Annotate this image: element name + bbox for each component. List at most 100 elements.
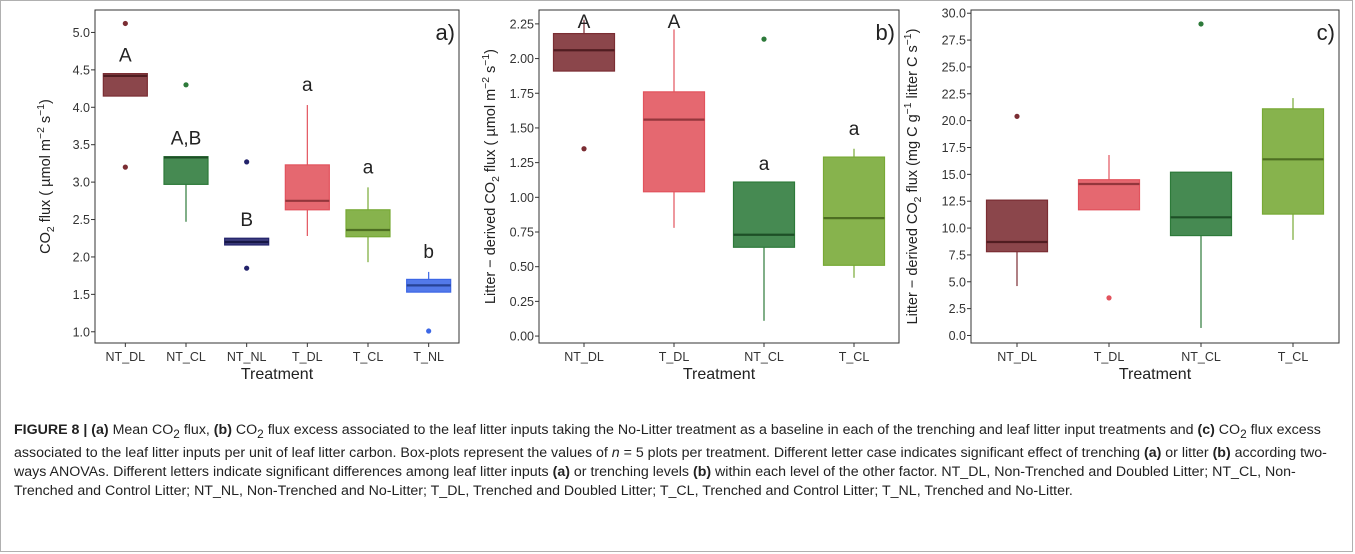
box-t-dl — [1077, 155, 1141, 301]
y-tick-label: 22.5 — [942, 87, 966, 101]
caption-text-4: flux excess associated to the leaf litte… — [263, 422, 1198, 438]
x-tick-label: T_CL — [1278, 350, 1309, 364]
x-tick-label: NT_DL — [106, 350, 146, 364]
y-axis-title-post: ) — [905, 29, 921, 34]
plot-area — [94, 9, 460, 344]
y-tick-label: 5.0 — [73, 26, 90, 40]
y-tick-label: 15.0 — [942, 168, 966, 182]
outlier-point — [122, 20, 128, 27]
y-axis-title-mid: flux ( µmol m — [38, 139, 54, 226]
significance-letter: A,B — [171, 129, 202, 150]
y-axis-title-mid2: s — [38, 116, 54, 127]
y-axis-title-sup2: −1 — [36, 104, 47, 116]
box-nt-cl — [1169, 21, 1233, 328]
box-body — [102, 73, 148, 97]
y-tick-label: 30.0 — [942, 7, 966, 21]
y-tick-label: 0.0 — [949, 329, 966, 343]
caption-text-8: or litter — [1161, 444, 1213, 461]
y-axis-title-sup1: −1 — [903, 102, 914, 114]
outlier-point — [426, 328, 432, 334]
caption-tag-b: (b) — [213, 422, 232, 438]
significance-letter: a — [363, 157, 374, 178]
significance-letter: a — [849, 119, 860, 140]
outlier-point — [581, 146, 587, 152]
y-axis-title-mid: flux (mg C g — [905, 114, 921, 196]
box-body — [985, 199, 1049, 253]
significance-letter: A — [668, 12, 681, 33]
box-t-cl: a — [822, 119, 886, 278]
y-tick-label: 3.5 — [73, 138, 90, 152]
y-tick-label: 1.25 — [510, 156, 534, 170]
y-axis-title-pre: Litter − derived CO — [905, 202, 921, 324]
box-nt-dl: A — [552, 12, 616, 152]
y-axis-title-pre: CO — [38, 232, 54, 254]
caption-tag-a3: (a) — [552, 463, 570, 480]
box-t-cl: a — [345, 157, 391, 263]
x-axis-title: Treatment — [683, 366, 756, 383]
y-axis-title-mid2: s — [483, 66, 499, 77]
y-tick-label: 1.5 — [73, 288, 90, 302]
x-tick-label: NT_CL — [1181, 350, 1221, 364]
significance-letter: A — [578, 12, 591, 33]
y-tick-label: 2.5 — [949, 302, 966, 316]
caption-tag-a2: (a) — [1143, 444, 1162, 461]
box-body — [163, 156, 209, 185]
box-t-dl: A — [642, 12, 706, 228]
significance-letter: B — [240, 210, 253, 231]
caption-text-7: = 5 plots per treatment. Different lette… — [619, 444, 1144, 461]
panel-label: a) — [435, 20, 455, 45]
y-axis-title-pre: Litter − derived CO — [483, 182, 499, 304]
caption-text-5: CO — [1214, 422, 1241, 438]
significance-letter: a — [759, 154, 770, 175]
x-tick-label: T_DL — [292, 350, 323, 364]
box-body — [345, 209, 391, 238]
figure-caption: FIGURE 8 | (a) Mean CO2 flux, (b) CO2 fl… — [14, 421, 1339, 501]
x-tick-label: NT_DL — [564, 350, 604, 364]
y-tick-label: 2.00 — [510, 52, 534, 66]
caption-text-9: according two-ways ANOVAs. Different let… — [14, 444, 1327, 480]
box-body — [732, 181, 796, 248]
y-axis-title-sub: 2 — [913, 196, 924, 202]
caption-tag-b2: (b) — [1212, 444, 1231, 461]
caption-text-11: within each level of the other factor. N… — [14, 463, 1296, 499]
y-axis-title-sup1: −2 — [481, 77, 492, 89]
box-nt-dl — [985, 113, 1049, 287]
y-tick-label: 1.00 — [510, 191, 534, 205]
y-axis-title-sub: 2 — [491, 176, 502, 182]
y-tick-label: 12.5 — [942, 195, 966, 209]
caption-tag-c: (c) — [1197, 422, 1215, 438]
y-axis-title-mid: flux ( µmol m — [483, 89, 499, 176]
y-tick-label: 2.0 — [73, 250, 90, 264]
y-axis-title-sup2: −1 — [903, 33, 914, 45]
outlier-point — [244, 265, 250, 271]
y-tick-label: 0.75 — [510, 226, 534, 240]
x-tick-label: T_DL — [1094, 350, 1125, 364]
y-axis-title-sup2: −1 — [481, 54, 492, 66]
x-tick-label: NT_CL — [166, 350, 206, 364]
outlier-point — [1106, 295, 1112, 301]
y-axis-title: CO2 flux ( µmol m−2 s−1) — [36, 99, 57, 254]
chart-panel-b: 0.00 0.25 0.50 0.75 1.00 1.25 1.50 1.75 2.00 2.25… — [481, 9, 900, 383]
x-axis-title: Treatment — [1119, 366, 1192, 383]
y-tick-label: 0.00 — [510, 330, 534, 344]
outlier-point — [244, 159, 250, 165]
chart-panel-a: 1.0 1.5 2.0 2.5 3.0 3.5 4.0 4.5 5.0 NT_DL NT_CL NT_… — [36, 9, 460, 383]
caption-tag-a: (a) — [91, 422, 109, 438]
outlier-point — [183, 82, 189, 88]
x-tick-label: T_CL — [353, 350, 384, 364]
panel-label: b) — [875, 20, 895, 45]
outlier-point — [1014, 113, 1020, 119]
y-tick-label: 5.0 — [949, 275, 966, 289]
box-t-nl: b — [406, 242, 452, 334]
chart-panel-c: 0.0 2.5 5.0 7.5 10.0 12.5 15.0 17.5 20.0 22.5 25.0… — [903, 7, 1340, 383]
x-tick-label: T_DL — [659, 350, 690, 364]
box-body — [822, 156, 886, 266]
significance-letter: b — [423, 242, 434, 263]
y-tick-label: 17.5 — [942, 141, 966, 155]
box-nt-nl: B — [224, 159, 270, 271]
caption-text-1: Mean CO — [108, 422, 174, 438]
y-axis-title-sup1: −2 — [36, 127, 47, 139]
significance-letter: a — [302, 75, 313, 96]
x-tick-label: NT_DL — [997, 350, 1037, 364]
y-tick-label: 1.50 — [510, 121, 534, 135]
